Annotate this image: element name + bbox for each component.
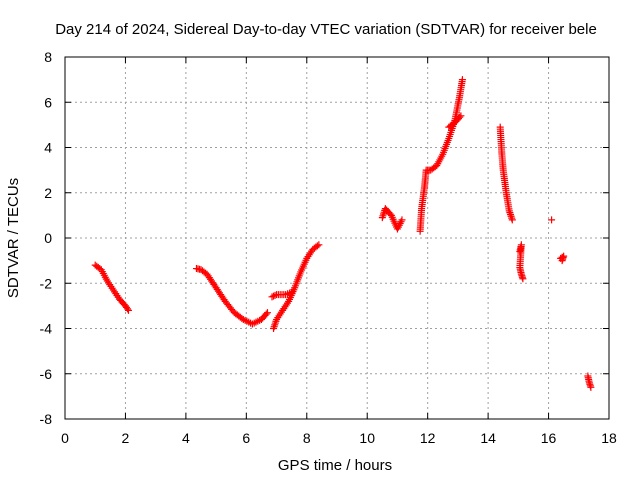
y-tick-label: 0: [44, 230, 52, 246]
x-tick-label: 0: [61, 430, 69, 446]
y-tick-label: -6: [40, 366, 53, 382]
plot-frame: [64, 56, 610, 420]
y-tick-label: 4: [44, 140, 52, 156]
x-axis-label: GPS time / hours: [278, 457, 392, 474]
data-point: [379, 212, 387, 220]
y-tick-label: -8: [40, 411, 53, 427]
x-tick-label: 12: [420, 430, 436, 446]
x-tick-label: 2: [122, 430, 130, 446]
x-tick-label: 10: [359, 430, 375, 446]
data-point: [456, 113, 464, 121]
data-point: [587, 383, 595, 391]
data-point: [519, 275, 527, 283]
x-tick-label: 14: [480, 430, 496, 446]
data-point: [558, 257, 566, 265]
data-point: [508, 214, 516, 222]
data-point: [398, 216, 406, 224]
y-tick-label: -2: [40, 275, 53, 291]
data-point: [270, 325, 278, 332]
data-point: [315, 241, 323, 249]
data-point: [124, 306, 132, 314]
data-point: [270, 292, 278, 300]
y-tick-label: 2: [44, 185, 52, 201]
data-point: [458, 76, 466, 84]
chart-title: Day 214 of 2024, Sidereal Day-to-day VTE…: [55, 21, 597, 38]
data-point: [508, 216, 516, 224]
data-point: [271, 291, 279, 299]
data-point: [123, 305, 131, 313]
grid-lines: [65, 57, 609, 419]
x-tick-label: 8: [303, 430, 311, 446]
data-point: [270, 323, 278, 331]
y-axis-label: SDTVAR / TECUs: [5, 178, 22, 298]
data-point: [507, 212, 515, 220]
data-point: [313, 242, 321, 250]
data-point: [271, 321, 279, 329]
data-point: [457, 112, 465, 120]
data-point: [263, 309, 271, 317]
y-tick-label: -4: [40, 321, 53, 337]
y-tick-labels: -8 -6 -4 -2 0 2 4 6 8: [40, 49, 53, 427]
data-points: [91, 76, 595, 391]
data-point: [378, 214, 386, 222]
x-tick-label: 6: [242, 430, 250, 446]
y-tick-label: 6: [44, 94, 52, 110]
data-point: [288, 288, 296, 296]
x-tick-label: 4: [182, 430, 190, 446]
y-tick-label: 8: [44, 49, 52, 65]
data-point: [506, 209, 514, 217]
data-point: [548, 216, 556, 224]
data-point: [506, 210, 514, 218]
x-tick-label: 16: [541, 430, 557, 446]
data-point: [262, 310, 270, 318]
x-tick-labels: 0 2 4 6 8 10 12 14 16 18: [61, 430, 617, 446]
data-point: [268, 293, 276, 301]
x-tick-label: 18: [601, 430, 617, 446]
